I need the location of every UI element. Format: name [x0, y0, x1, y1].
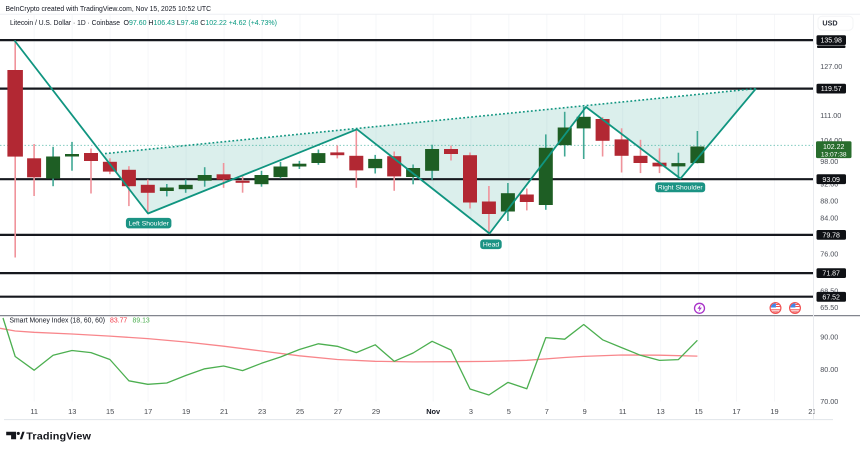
- svg-text:21: 21: [808, 407, 816, 416]
- svg-text:80.00: 80.00: [820, 365, 838, 374]
- svg-text:11: 11: [30, 407, 38, 416]
- svg-text:88.00: 88.00: [820, 196, 838, 205]
- svg-text:76.00: 76.00: [820, 249, 838, 258]
- svg-text:127.00: 127.00: [820, 62, 842, 71]
- svg-text:68.50: 68.50: [820, 286, 838, 295]
- svg-text:79.78: 79.78: [822, 233, 840, 240]
- svg-text:71.87: 71.87: [822, 271, 840, 278]
- svg-text:Head: Head: [483, 242, 499, 249]
- svg-text:19: 19: [770, 407, 778, 416]
- svg-text:17: 17: [732, 407, 740, 416]
- svg-text:Nov: Nov: [426, 407, 441, 416]
- svg-text:84.00: 84.00: [820, 213, 838, 222]
- svg-text:9: 9: [583, 407, 587, 416]
- svg-text:83.77: 83.77: [110, 318, 127, 325]
- svg-text:29: 29: [372, 407, 380, 416]
- svg-text:135.98: 135.98: [820, 38, 842, 45]
- svg-text:USD: USD: [822, 19, 837, 28]
- svg-text:89.13: 89.13: [133, 318, 150, 325]
- svg-text:90.00: 90.00: [820, 333, 838, 342]
- svg-text:65.50: 65.50: [820, 303, 838, 312]
- svg-text:7: 7: [545, 407, 549, 416]
- svg-text:70.00: 70.00: [820, 397, 838, 406]
- svg-text:13:07:38: 13:07:38: [821, 151, 847, 158]
- svg-text:Left Shoulder: Left Shoulder: [128, 221, 169, 228]
- svg-text:23: 23: [258, 407, 266, 416]
- svg-text:O97.60 H106.43 L97.48 C102.22: O97.60 H106.43 L97.48 C102.22 +4.62 (+4.…: [124, 20, 278, 27]
- svg-text:Smart Money Index (18, 60, 60): Smart Money Index (18, 60, 60): [10, 318, 106, 325]
- svg-text:102.22: 102.22: [823, 144, 845, 151]
- svg-text:119.57: 119.57: [821, 86, 842, 93]
- svg-text:17: 17: [144, 407, 152, 416]
- svg-text:19: 19: [182, 407, 190, 416]
- svg-text:Litecoin / U.S. Dollar · 1D ·: Litecoin / U.S. Dollar · 1D · Coinbase: [10, 20, 120, 27]
- svg-text:3: 3: [469, 407, 473, 416]
- svg-text:93.09: 93.09: [822, 177, 840, 184]
- svg-text:67.52: 67.52: [822, 294, 840, 301]
- svg-text:15: 15: [106, 407, 114, 416]
- svg-text:13: 13: [656, 407, 664, 416]
- svg-text:Right Shoulder: Right Shoulder: [658, 185, 704, 192]
- svg-text:11: 11: [619, 407, 627, 416]
- svg-text:15: 15: [694, 407, 702, 416]
- svg-text:13: 13: [68, 407, 76, 416]
- svg-text:98.00: 98.00: [820, 157, 838, 166]
- svg-text:25: 25: [296, 407, 304, 416]
- svg-text:21: 21: [220, 407, 228, 416]
- svg-text:104.00: 104.00: [820, 136, 842, 145]
- svg-text:5: 5: [507, 407, 511, 416]
- svg-text:111.00: 111.00: [820, 111, 841, 120]
- svg-text:TradingView: TradingView: [26, 432, 92, 443]
- svg-text:BeInCrypto created with Tradin: BeInCrypto created with TradingView.com,…: [6, 4, 212, 13]
- svg-text:27: 27: [334, 407, 342, 416]
